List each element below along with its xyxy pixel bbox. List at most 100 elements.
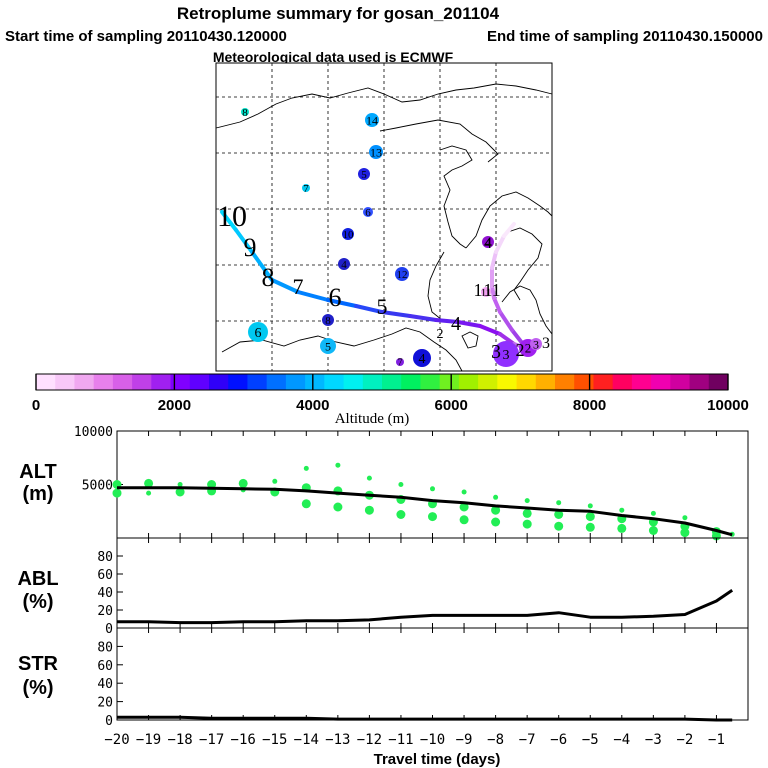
x-tick-label: −13: [325, 732, 350, 748]
y-tick-label: 20: [97, 696, 113, 711]
altitude-point: [617, 523, 627, 533]
cluster-marker-label: 7: [398, 358, 403, 369]
series-line-str: [117, 715, 733, 722]
y-tick-label: 60: [97, 568, 113, 583]
cluster-marker: [302, 184, 310, 192]
trajectory-day-label: 5: [377, 294, 388, 319]
y-tick-label: 20: [97, 604, 113, 619]
colorbar-cell: [74, 374, 95, 390]
x-tick-label: −9: [456, 732, 473, 748]
altitude-point: [335, 462, 341, 468]
x-tick-label: −16: [231, 732, 256, 748]
cluster-marker: [241, 108, 249, 116]
trajectory-segment: [270, 278, 300, 294]
cluster-marker: [342, 228, 354, 240]
map-coastline: [215, 83, 553, 372]
x-tick-label: −17: [199, 732, 224, 748]
x-tick-label: −5: [582, 732, 599, 748]
coastline-segment: [465, 191, 553, 249]
abl-panel-label: ABL: [17, 568, 58, 590]
x-tick-label: −12: [357, 732, 382, 748]
panel-frame-str: [116, 627, 749, 721]
cluster-marker: [481, 287, 491, 297]
colorbar-cell: [651, 374, 671, 390]
map-graticule: [216, 63, 552, 371]
altitude-point: [303, 465, 309, 471]
colorbar-cell: [478, 374, 498, 390]
alt-panel-unit: (m): [22, 483, 53, 505]
cluster-marker-label: 3: [533, 337, 539, 351]
altitude-point: [272, 478, 278, 484]
colorbar-cell: [689, 374, 710, 390]
colorbar-cell: [343, 374, 364, 390]
x-tick-label: −1: [708, 732, 725, 748]
map-frame: [215, 62, 553, 372]
altitude-point: [459, 515, 469, 525]
coastline-segment: [215, 83, 553, 129]
altitude-point: [491, 505, 501, 515]
cluster-marker: [395, 267, 409, 281]
x-tick-label: −14: [294, 732, 319, 748]
altitude-point: [301, 499, 311, 509]
trajectory-branch-segment: [490, 250, 498, 270]
trajectory-day-label: 3: [542, 335, 550, 352]
trajectory-day-label: 8: [262, 263, 275, 292]
altitude-point: [680, 528, 690, 538]
cluster-marker-label: 7: [303, 183, 309, 195]
cluster-marker: [493, 341, 519, 367]
colorbar-cell: [247, 374, 268, 390]
trajectory-day-label: 6: [329, 283, 342, 312]
colorbar-cell: [151, 374, 172, 390]
trajectory-branch-segment: [498, 310, 514, 332]
cluster-marker-label: 5: [361, 169, 367, 181]
cluster-marker-label: 10: [343, 229, 355, 241]
y-tick-label: 80: [97, 550, 113, 565]
colorbar-cell: [266, 374, 287, 390]
altitude-point: [585, 512, 595, 522]
y-tick-label: 5000: [82, 479, 113, 494]
altitude-point: [364, 505, 374, 515]
altitude-point: [366, 475, 372, 481]
cluster-marker: [396, 358, 404, 366]
altitude-colorbar: 0 2000 4000 6000 8000 10000: [32, 373, 749, 414]
str-panel-label: STR: [18, 653, 59, 675]
cluster-marker-label: 4: [341, 259, 347, 271]
altitude-point: [650, 510, 656, 516]
trajectory-day-label: 10: [217, 200, 247, 233]
trajectory-segment: [478, 324, 502, 336]
cluster-marker-label: 2: [525, 341, 532, 356]
colorbar-cell: [382, 374, 402, 390]
altitude-point: [398, 482, 404, 487]
x-tick-label: −3: [645, 732, 662, 748]
cluster-marker: [530, 338, 542, 350]
colorbar-cell: [170, 374, 191, 390]
x-tick-label: −6: [550, 732, 567, 748]
altitude-point: [522, 508, 532, 518]
altitude-point: [333, 502, 343, 512]
end-time-label: End time of sampling 20110430.150000: [487, 28, 763, 45]
x-tick-label: −7: [519, 732, 536, 748]
series-line-abl: [117, 588, 734, 625]
colorbar-tick-label: 10000: [707, 397, 749, 414]
colorbar-cell: [555, 374, 575, 390]
trajectory-segment: [250, 250, 274, 282]
colorbar-cell: [535, 374, 556, 390]
cluster-marker-label: 14: [366, 113, 378, 127]
trajectory-day-label: 2: [516, 340, 525, 360]
trajectory-segment: [456, 320, 482, 328]
colorbar-cell: [708, 374, 729, 390]
altitude-point: [587, 503, 593, 509]
cluster-marker-label: 4: [419, 352, 426, 367]
trajectory-branch-segment: [492, 296, 502, 314]
cluster-marker-label: 6: [255, 326, 262, 341]
x-tick-label: −20: [104, 732, 129, 748]
altitude-point: [430, 486, 435, 492]
altitude-point: [648, 526, 658, 535]
x-axis-label: Travel time (days): [374, 751, 501, 768]
altitude-point: [585, 522, 595, 532]
colorbar-tick-label: 0: [32, 397, 40, 414]
alt-panel-label: ALT: [19, 461, 56, 483]
cluster-marker-label: 8: [325, 315, 331, 327]
coastline-segment: [439, 145, 473, 249]
